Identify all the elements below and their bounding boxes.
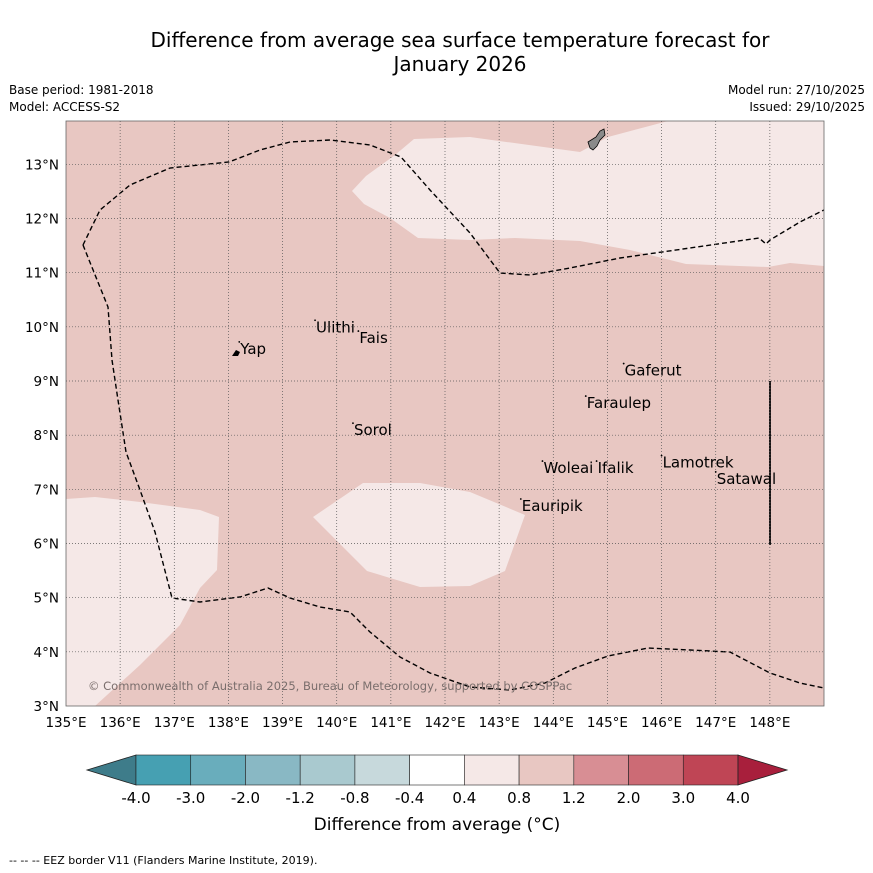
x-tick-label: 139°E bbox=[262, 715, 303, 731]
colorbar-tick-label: -0.8 bbox=[340, 789, 369, 807]
yap-island bbox=[232, 350, 240, 356]
island-marker bbox=[541, 460, 544, 462]
island-marker bbox=[622, 362, 625, 365]
colorbar-tick-label: 1.2 bbox=[562, 789, 586, 807]
island-marker bbox=[519, 498, 522, 500]
x-tick-label: 142°E bbox=[424, 715, 465, 731]
y-tick-label: 13°N bbox=[25, 157, 59, 173]
island-marker bbox=[584, 395, 587, 397]
colorbar-bin bbox=[573, 754, 629, 786]
guam-island bbox=[587, 128, 606, 151]
model-name: Model: ACCESS-S2 bbox=[9, 100, 121, 114]
place-label-lamotrek: Lamotrek bbox=[663, 454, 734, 472]
eez-footnote: -- -- -- EEZ border V11 (Flanders Marine… bbox=[9, 854, 318, 867]
colorbar-under-arrow bbox=[85, 754, 137, 786]
colorbar-tick-label: -0.4 bbox=[395, 789, 424, 807]
map-title-line2: January 2026 bbox=[393, 52, 527, 76]
colorbar-bin bbox=[299, 754, 356, 786]
island-marker bbox=[660, 454, 663, 457]
y-tick-label: 12°N bbox=[25, 212, 59, 228]
x-tick-label: 136°E bbox=[100, 715, 141, 731]
y-tick-label: 6°N bbox=[34, 537, 59, 553]
y-tick-label: 9°N bbox=[34, 374, 59, 390]
place-label-ifalik: Ifalik bbox=[598, 459, 634, 477]
eez-border bbox=[82, 139, 824, 276]
colorbar-tick-label: 4.0 bbox=[726, 789, 750, 807]
island-marker bbox=[357, 330, 360, 332]
place-label-yap: Yap bbox=[239, 340, 266, 358]
issued-date: Issued: 29/10/2025 bbox=[749, 100, 865, 114]
colorbar-tick-label: -2.0 bbox=[231, 789, 260, 807]
x-tick-label: 145°E bbox=[587, 715, 628, 731]
y-tick-label: 3°N bbox=[34, 699, 59, 715]
eez-border-west bbox=[82, 244, 824, 691]
model-run: Model run: 27/10/2025 bbox=[727, 83, 865, 97]
colorbar-tick-label: 3.0 bbox=[671, 789, 695, 807]
x-tick-label: 135°E bbox=[45, 715, 86, 731]
colorbar-bin bbox=[628, 754, 684, 786]
island-marker bbox=[352, 422, 354, 425]
anomaly-0.4-0.8-region-southwest bbox=[66, 497, 219, 706]
x-tick-label: 138°E bbox=[208, 715, 249, 731]
place-label-faraulep: Faraulep bbox=[587, 394, 651, 412]
place-label-satawal: Satawal bbox=[717, 470, 776, 488]
colorbar-tick-label: 2.0 bbox=[617, 789, 641, 807]
anomaly-0.4-0.8-region-north bbox=[352, 121, 824, 267]
x-tick-label: 137°E bbox=[154, 715, 195, 731]
colorbar-tick-label: -1.2 bbox=[286, 789, 315, 807]
map-title-line1: Difference from average sea surface temp… bbox=[150, 28, 770, 52]
colorbar-bin bbox=[682, 754, 739, 786]
colorbar-bin bbox=[409, 754, 465, 786]
x-tick-label: 147°E bbox=[695, 715, 736, 731]
base-period: Base period: 1981-2018 bbox=[9, 83, 154, 97]
colorbar-bin bbox=[245, 754, 301, 786]
island-marker bbox=[714, 471, 717, 473]
legend-title: Difference from average (°C) bbox=[313, 815, 561, 835]
anomaly-0.8-1.2-area bbox=[66, 121, 824, 706]
y-tick-label: 7°N bbox=[34, 482, 59, 498]
y-tick-label: 8°N bbox=[34, 428, 59, 444]
colorbar-over-arrow bbox=[737, 754, 789, 786]
colorbar-tick-label: -3.0 bbox=[176, 789, 205, 807]
place-label-ulithi: Ulithi bbox=[316, 318, 355, 336]
place-label-gaferut: Gaferut bbox=[625, 362, 682, 380]
map-frame bbox=[65, 120, 825, 707]
x-tick-label: 140°E bbox=[316, 715, 357, 731]
y-tick-label: 11°N bbox=[25, 266, 59, 282]
island-marker bbox=[314, 319, 316, 322]
colorbar-bin bbox=[190, 754, 246, 786]
place-label-fais: Fais bbox=[359, 329, 388, 347]
colorbar-tick-label: 0.8 bbox=[507, 789, 531, 807]
island-marker bbox=[595, 460, 598, 462]
copyright-text: © Commonwealth of Australia 2025, Bureau… bbox=[88, 679, 572, 693]
colorbar-tick-label: 0.4 bbox=[452, 789, 476, 807]
x-tick-label: 144°E bbox=[533, 715, 574, 731]
colorbar-bin bbox=[354, 754, 410, 786]
y-tick-label: 5°N bbox=[34, 591, 59, 607]
colorbar: -4.0 -3.0 -2.0 -1.2 -0.8 -0.4 0.4 0.8 1.2 2.0 3.0 4… bbox=[85, 754, 789, 807]
x-tick-label: 143°E bbox=[479, 715, 520, 731]
x-tick-label: 146°E bbox=[641, 715, 682, 731]
island-marker bbox=[238, 341, 241, 343]
x-tick-label: 141°E bbox=[370, 715, 411, 731]
y-tick-label: 4°N bbox=[34, 645, 59, 661]
anomaly-0.4-0.8-region-central bbox=[313, 483, 525, 587]
y-tick-label: 10°N bbox=[25, 320, 59, 336]
colorbar-bin bbox=[518, 754, 575, 786]
place-label-sorol: Sorol bbox=[354, 421, 392, 439]
colorbar-bin bbox=[135, 754, 192, 786]
colorbar-bin bbox=[464, 754, 520, 786]
x-tick-label: 148°E bbox=[749, 715, 790, 731]
place-label-woleai: Woleai bbox=[543, 459, 593, 477]
place-label-eauripik: Eauripik bbox=[522, 497, 583, 515]
colorbar-tick-label: -4.0 bbox=[121, 789, 150, 807]
